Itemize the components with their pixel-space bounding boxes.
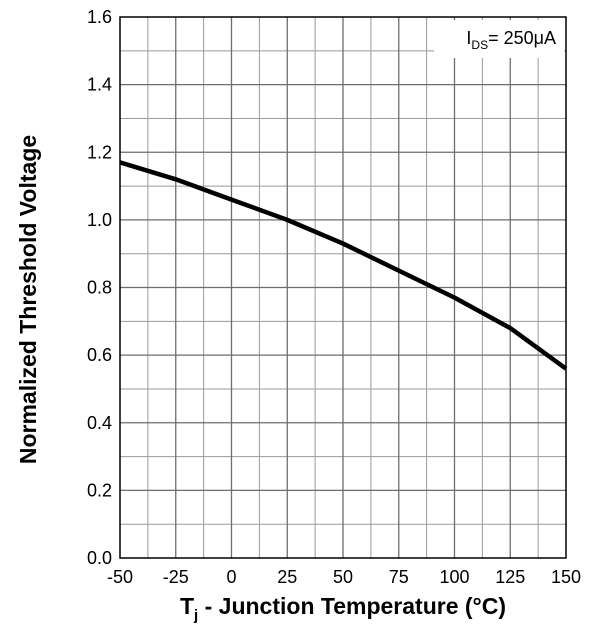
y-tick-label: 0.6 [87, 345, 112, 365]
x-axis-title-rest: - Junction Temperature (°C) [198, 593, 506, 619]
threshold-voltage-line [119, 160, 568, 371]
y-tick-label: 0.8 [87, 278, 112, 298]
y-tick-label: 1.2 [87, 142, 112, 162]
y-tick-label: 1.6 [87, 7, 112, 27]
x-tick-label: -50 [107, 567, 133, 587]
y-tick-label: 1.0 [87, 210, 112, 230]
x-axis-title-subscript: j [193, 607, 198, 624]
x-tick-label: 0 [226, 567, 236, 587]
y-tick-label: 0.0 [87, 548, 112, 568]
y-tick-label: 1.4 [87, 75, 112, 95]
x-axis-title: Tj - Junction Temperature (°C) [180, 593, 506, 624]
test-condition-annotation: IDS= 250μA [466, 28, 556, 52]
major-gridlines [120, 17, 566, 558]
x-tick-label: 100 [439, 567, 469, 587]
x-tick-label: 125 [495, 567, 525, 587]
x-tick-label: -25 [163, 567, 189, 587]
y-tick-label: 0.2 [87, 480, 112, 500]
annotation-main: I [466, 28, 471, 48]
annotation-subscript: DS [471, 38, 488, 52]
x-tick-label: 75 [389, 567, 409, 587]
x-tick-label: 25 [277, 567, 297, 587]
y-tick-label: 0.4 [87, 413, 112, 433]
y-tick-labels: 0.0 0.2 0.4 0.6 0.8 1.0 1.2 1.4 1.6 [87, 7, 112, 568]
annotation-rest: = 250μA [488, 28, 556, 48]
y-axis-title: Normalized Threshold Voltage [15, 135, 41, 464]
annotation-background [434, 20, 564, 58]
x-tick-label: 150 [551, 567, 581, 587]
x-tick-labels: -50 -25 0 25 50 75 100 125 150 [107, 567, 581, 587]
plot-frame [119, 16, 567, 559]
x-tick-label: 50 [333, 567, 353, 587]
x-axis-title-main: T [180, 593, 194, 619]
